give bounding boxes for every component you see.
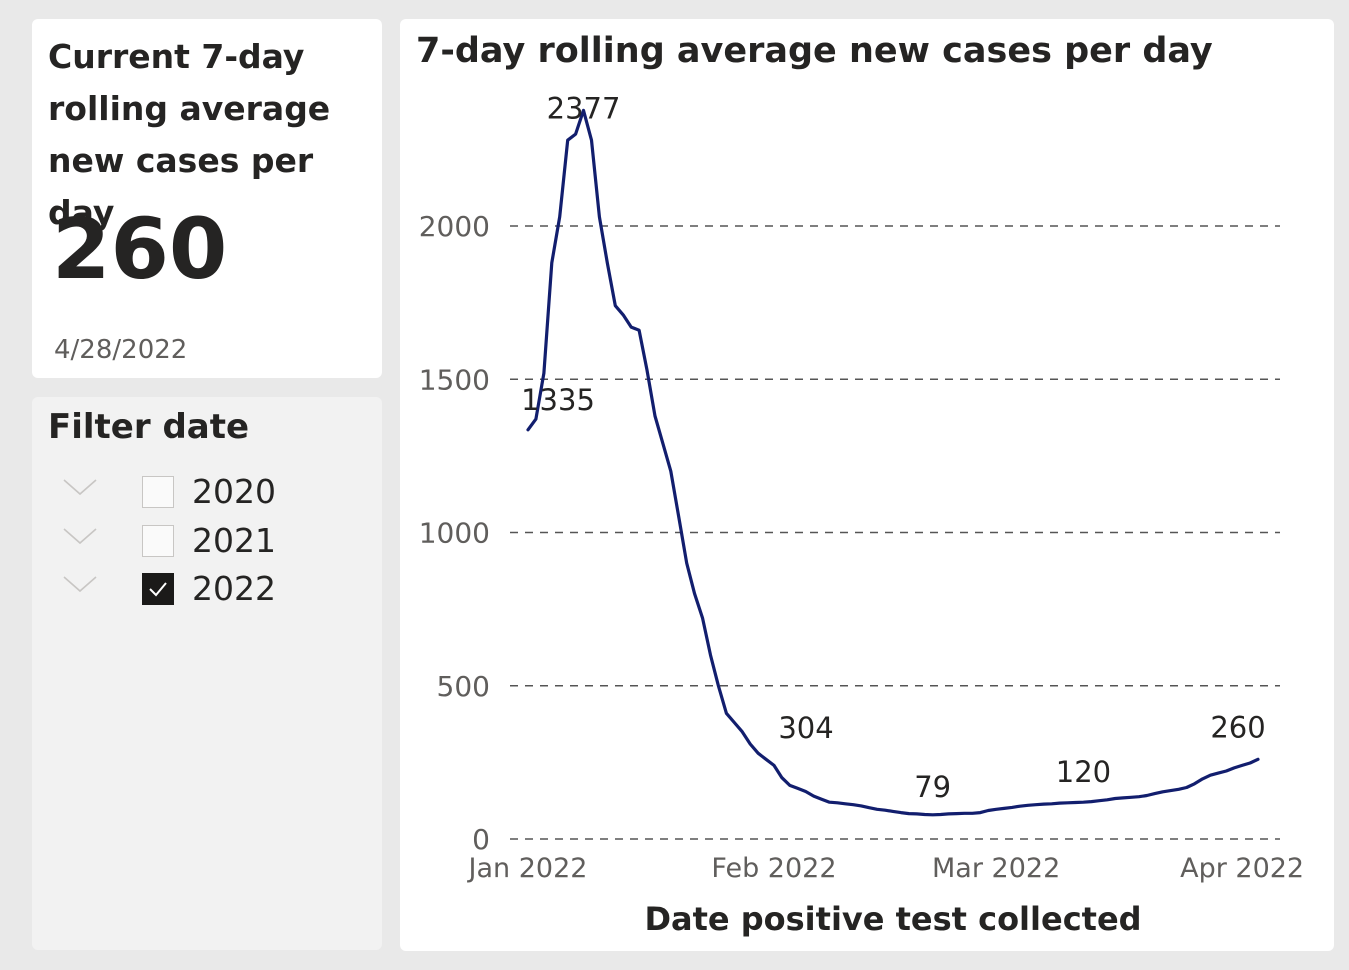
kpi-title: Current 7-day rolling average new cases … xyxy=(48,37,331,232)
y-tick-label: 0 xyxy=(472,823,490,856)
chevron-down-icon[interactable] xyxy=(62,525,98,549)
filter-item-label: 2020 xyxy=(192,472,276,511)
x-axis-title: Date positive test collected xyxy=(644,900,1141,938)
filter-item-2021[interactable]: 2021 xyxy=(62,521,362,565)
x-tick-label: Mar 2022 xyxy=(932,853,1060,884)
x-tick-label: Apr 2022 xyxy=(1180,853,1304,884)
data-label: 79 xyxy=(914,770,951,804)
data-label: 260 xyxy=(1210,710,1265,744)
y-tick-label: 500 xyxy=(437,670,490,703)
x-tick-label: Jan 2022 xyxy=(467,853,588,884)
kpi-card: Current 7-day rolling average new cases … xyxy=(32,19,382,378)
data-label: 120 xyxy=(1056,755,1111,789)
chevron-down-icon[interactable] xyxy=(62,476,98,500)
x-axis: Jan 2022 Feb 2022 Mar 2022 Apr 2022 xyxy=(467,853,1305,884)
data-label: 2377 xyxy=(547,91,621,125)
series-line-path[interactable] xyxy=(526,108,1260,817)
y-tick-label: 1000 xyxy=(419,517,490,550)
line-chart-card: 7-day rolling average new cases per day … xyxy=(400,19,1334,951)
kpi-value: 260 xyxy=(52,200,228,298)
chevron-down-icon[interactable] xyxy=(62,573,98,597)
y-axis: 0 500 1000 1500 2000 xyxy=(419,210,490,856)
filter-item-2020[interactable]: 2020 xyxy=(62,472,362,516)
y-tick-label: 2000 xyxy=(419,210,490,243)
checkmark-icon xyxy=(149,582,167,597)
chart-title: 7-day rolling average new cases per day xyxy=(416,31,1213,71)
checkbox-2020[interactable] xyxy=(142,476,174,508)
checkbox-2021[interactable] xyxy=(142,525,174,557)
filter-date-slicer: Filter date 2020 2021 2022 xyxy=(32,397,382,950)
data-label: 1335 xyxy=(521,383,595,417)
filter-item-label: 2022 xyxy=(192,569,276,608)
line-chart: 0 500 1000 1500 2000 Jan 2022 Feb 2022 Mar 202… xyxy=(419,91,1305,938)
checkbox-2022[interactable] xyxy=(142,573,174,605)
data-labels: 1335 2377 304 79 120 260 xyxy=(521,91,1266,803)
filter-title: Filter date xyxy=(48,407,250,447)
data-label: 304 xyxy=(778,711,833,745)
x-tick-label: Feb 2022 xyxy=(711,853,836,884)
kpi-date: 4/28/2022 xyxy=(54,335,188,365)
y-tick-label: 1500 xyxy=(419,363,490,396)
filter-item-2022[interactable]: 2022 xyxy=(62,569,362,613)
series-line xyxy=(526,108,1260,817)
filter-item-label: 2021 xyxy=(192,521,276,560)
